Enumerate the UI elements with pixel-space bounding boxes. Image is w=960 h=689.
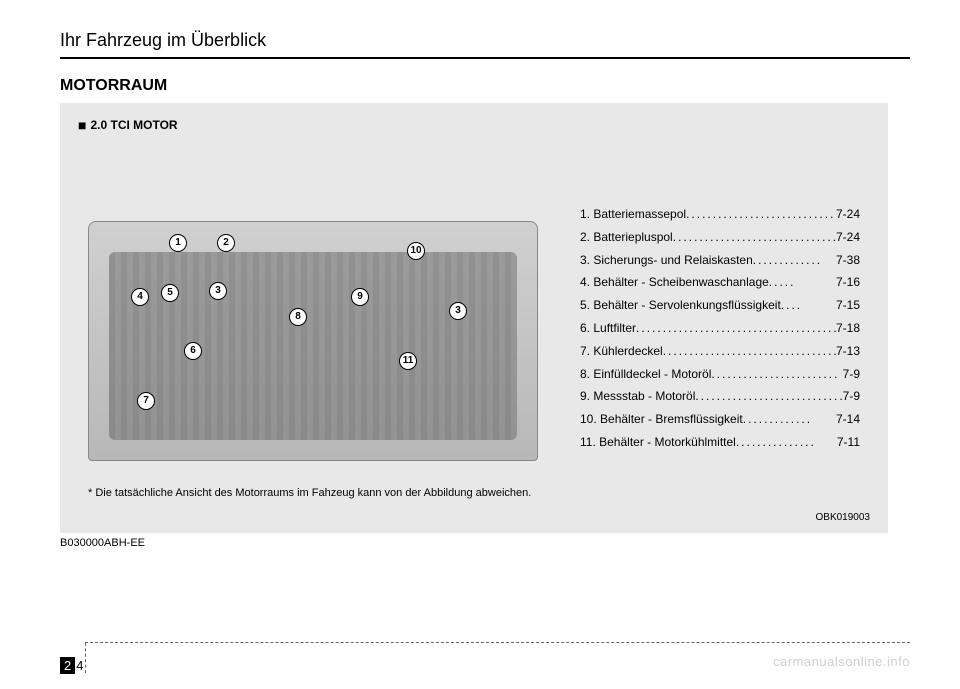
item-label: 4. Behälter - Scheibenwaschanlage (580, 271, 769, 294)
component-list: 1. Batteriemassepol ....................… (580, 203, 860, 454)
item-label: 6. Luftfilter (580, 317, 636, 340)
leader-dots: .... (781, 294, 836, 317)
item-page: 7-24 (836, 203, 860, 226)
page-number: 24 (60, 658, 83, 673)
list-item: 11. Behälter - Motorkühlmittel .........… (580, 431, 860, 454)
square-bullet-icon: ■ (78, 117, 86, 133)
item-page: 7-16 (836, 271, 860, 294)
section-title: MOTORRAUM (60, 77, 910, 95)
manual-page: Ihr Fahrzeug im Überblick MOTORRAUM ■ 2.0… (0, 0, 960, 689)
item-label: 9. Messstab - Motoröl (580, 385, 695, 408)
footnote: * Die tatsächliche Ansicht des Motorraum… (88, 487, 531, 499)
running-head: Ihr Fahrzeug im Überblick (60, 30, 910, 59)
item-page: 7-15 (836, 294, 860, 317)
leader-dots: ............... (736, 431, 837, 454)
motor-type-label: ■ 2.0 TCI MOTOR (78, 117, 870, 133)
content-box: ■ 2.0 TCI MOTOR 1 2 3 4 5 6 7 8 9 10 11 3… (60, 103, 888, 533)
leader-dots: ..... (769, 271, 836, 294)
callout-6: 6 (184, 342, 202, 360)
leader-dots: ........................................… (636, 317, 836, 340)
leader-dots: ............. (743, 408, 836, 431)
item-page: 7-38 (836, 249, 860, 272)
leader-dots: ............. (753, 249, 836, 272)
callout-3: 3 (209, 282, 227, 300)
leader-dots: .............................. (686, 203, 836, 226)
list-item: 9. Messstab - Motoröl ..................… (580, 385, 860, 408)
motor-type-text: 2.0 TCI MOTOR (90, 118, 177, 132)
list-item: 3. Sicherungs- und Relaiskasten ........… (580, 249, 860, 272)
callout-10: 10 (407, 242, 425, 260)
item-label: 2. Batteriepluspol (580, 226, 673, 249)
item-label: 10. Behälter - Bremsflüssigkeit (580, 408, 743, 431)
list-item: 1. Batteriemassepol ....................… (580, 203, 860, 226)
item-page: 7-13 (836, 340, 860, 363)
callout-11: 11 (399, 352, 417, 370)
item-page: 7-24 (836, 226, 860, 249)
list-item: 6. Luftfilter ..........................… (580, 317, 860, 340)
image-code: OBK019003 (816, 512, 871, 523)
callout-1: 1 (169, 234, 187, 252)
leader-dots: ............................ (695, 385, 842, 408)
item-page: 7-9 (843, 363, 860, 386)
list-item: 10. Behälter - Bremsflüssigkeit ........… (580, 408, 860, 431)
footer-dash-vertical (85, 643, 86, 673)
item-page: 7-11 (837, 431, 860, 454)
callout-8: 8 (289, 308, 307, 326)
watermark: carmanualsonline.info (773, 654, 910, 669)
list-item: 7. Kühlerdeckel ........................… (580, 340, 860, 363)
list-item: 2. Batteriepluspol .....................… (580, 226, 860, 249)
item-label: 7. Kühlerdeckel (580, 340, 663, 363)
item-label: 11. Behälter - Motorkühlmittel (580, 431, 736, 454)
leader-dots: .................................. (673, 226, 836, 249)
reference-code: B030000ABH-EE (60, 537, 910, 549)
item-label: 3. Sicherungs- und Relaiskasten (580, 249, 753, 272)
callout-3b: 3 (449, 302, 467, 320)
leader-dots: ...................................... (663, 340, 836, 363)
chapter-number: 2 (60, 657, 75, 674)
list-item: 5. Behälter - Servolenkungsflüssigkeit .… (580, 294, 860, 317)
item-page: 7-9 (843, 385, 860, 408)
engine-illustration: 1 2 3 4 5 6 7 8 9 10 11 3 (88, 221, 538, 461)
item-label: 8. Einfülldeckel - Motoröl (580, 363, 711, 386)
callout-5: 5 (161, 284, 179, 302)
callout-7: 7 (137, 392, 155, 410)
item-page: 7-14 (836, 408, 860, 431)
item-page: 7-18 (836, 317, 860, 340)
list-item: 4. Behälter - Scheibenwaschanlage ..... … (580, 271, 860, 294)
leader-dots: ........................ (711, 363, 842, 386)
callout-9: 9 (351, 288, 369, 306)
callout-4: 4 (131, 288, 149, 306)
list-item: 8. Einfülldeckel - Motoröl .............… (580, 363, 860, 386)
item-label: 5. Behälter - Servolenkungsflüssigkeit (580, 294, 781, 317)
page-num: 4 (76, 658, 83, 673)
item-label: 1. Batteriemassepol (580, 203, 686, 226)
callout-2: 2 (217, 234, 235, 252)
footer-dash-line (85, 642, 910, 643)
